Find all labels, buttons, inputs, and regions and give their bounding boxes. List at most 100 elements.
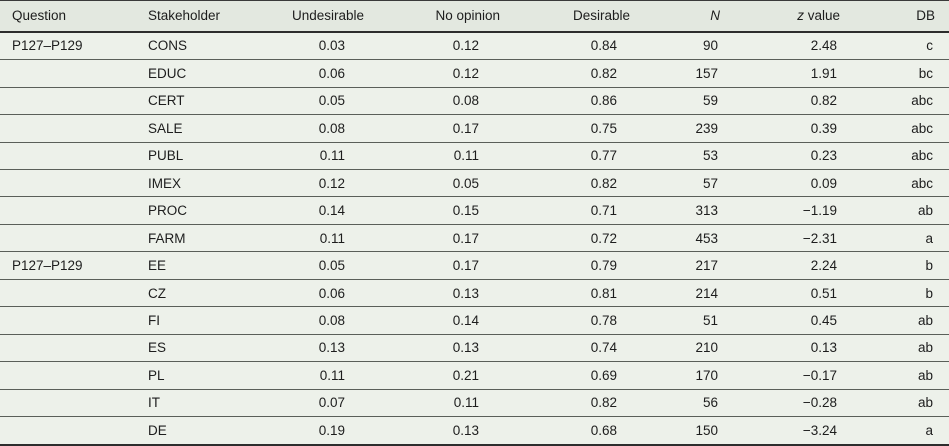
cell-n: 313: [640, 196, 745, 225]
cell-desirable: 0.82: [508, 169, 640, 197]
cell-n: 57: [640, 169, 745, 197]
cell-z-value: −3.24: [745, 416, 860, 445]
cell-question: [0, 278, 136, 307]
cell-undesirable: 0.06: [260, 278, 372, 307]
cell-n: 453: [640, 223, 745, 252]
cell-question: [0, 388, 136, 417]
cell-db: a: [860, 416, 949, 445]
cell-undesirable: 0.07: [260, 388, 372, 417]
cell-question: P127–P129: [12, 38, 83, 54]
cell-db: b: [860, 278, 949, 307]
table-body: P127–P129 CONS 0.03 0.12 0.84 90 2.48 c EDUC 0.06…: [0, 32, 949, 445]
cell-n: 170: [640, 361, 745, 390]
cell-desirable: 0.79: [508, 251, 640, 280]
cell-z-value: 0.13: [745, 333, 860, 362]
cell-n: 210: [640, 333, 745, 362]
cell-db: abc: [860, 141, 949, 170]
table-row: ES 0.13 0.13 0.74 210 0.13 ab: [0, 333, 949, 362]
cell-z-value: −2.31: [745, 223, 860, 252]
cell-n: 150: [640, 416, 745, 445]
cell-desirable: 0.86: [508, 86, 640, 115]
cell-db: a: [860, 223, 949, 252]
table-row: PUBL 0.11 0.11 0.77 53 0.23 abc: [0, 141, 949, 170]
cell-z-value: −0.28: [745, 388, 860, 417]
cell-no-opinion: 0.17: [372, 114, 508, 143]
column-header-stakeholder: Stakeholder: [136, 0, 260, 33]
cell-stakeholder: PROC: [136, 196, 260, 225]
cell-question: [0, 333, 136, 362]
cell-z-value: 1.91: [745, 59, 860, 88]
cell-question: [0, 196, 136, 225]
cell-question: [0, 59, 136, 88]
cell-desirable: 0.71: [508, 196, 640, 225]
cell-question: [0, 141, 136, 170]
cell-n: 217: [640, 251, 745, 280]
table-row: SALE 0.08 0.17 0.75 239 0.39 abc: [0, 114, 949, 143]
cell-stakeholder: DE: [136, 416, 260, 445]
table-row: P127–P129 EE 0.05 0.17 0.79 217 2.24 b: [0, 251, 949, 280]
table-row: P127–P129 CONS 0.03 0.12 0.84 90 2.48 c: [0, 32, 949, 60]
cell-desirable: 0.69: [508, 361, 640, 390]
cell-question: [0, 416, 136, 445]
table-row: CERT 0.05 0.08 0.86 59 0.82 abc: [0, 86, 949, 115]
cell-no-opinion: 0.08: [372, 86, 508, 115]
cell-db: c: [926, 38, 933, 54]
cell-db: abc: [860, 86, 949, 115]
cell-z-value: 0.39: [745, 114, 860, 143]
cell-undesirable: 0.08: [260, 306, 372, 335]
cell-question: [0, 361, 136, 390]
table-row: EDUC 0.06 0.12 0.82 157 1.91 bc: [0, 59, 949, 88]
cell-no-opinion: 0.17: [372, 223, 508, 252]
cell-no-opinion: 0.15: [372, 196, 508, 225]
cell-db: ab: [860, 333, 949, 362]
cell-no-opinion: 0.12: [372, 59, 508, 88]
cell-no-opinion: 0.13: [372, 278, 508, 307]
cell-no-opinion: 0.21: [372, 361, 508, 390]
cell-undesirable: 0.06: [260, 59, 372, 88]
table-row: CZ 0.06 0.13 0.81 214 0.51 b: [0, 278, 949, 307]
cell-question: [0, 306, 136, 335]
cell-undesirable: 0.11: [260, 223, 372, 252]
table-header: Question Stakeholder Undesirable No opin…: [0, 0, 949, 33]
column-header-question: Question: [0, 0, 136, 33]
cell-stakeholder: PUBL: [136, 141, 260, 170]
cell-db: ab: [860, 388, 949, 417]
header-row: Question Stakeholder Undesirable No opin…: [0, 0, 949, 33]
cell-undesirable: 0.19: [260, 416, 372, 445]
cell-stakeholder: CZ: [136, 278, 260, 307]
table-row: IMEX 0.12 0.05 0.82 57 0.09 abc: [0, 169, 949, 197]
cell-n: 56: [640, 388, 745, 417]
column-header-z-value: z value: [745, 0, 860, 33]
cell-no-opinion: 0.12: [452, 38, 479, 54]
cell-question: P127–P129: [0, 251, 136, 280]
cell-desirable: 0.74: [508, 333, 640, 362]
table-row: FI 0.08 0.14 0.78 51 0.45 ab: [0, 306, 949, 335]
cell-db: abc: [860, 114, 949, 143]
cell-n: 59: [640, 86, 745, 115]
cell-z-value: 2.48: [810, 38, 837, 54]
cell-n: 157: [640, 59, 745, 88]
cell-question: [0, 86, 136, 115]
cell-db: ab: [860, 306, 949, 335]
column-header-no-opinion: No opinion: [372, 0, 508, 33]
cell-stakeholder: CERT: [136, 86, 260, 115]
cell-n: 214: [640, 278, 745, 307]
cell-z-value: 0.09: [745, 169, 860, 197]
table-row: DE 0.19 0.13 0.68 150 −3.24 a: [0, 416, 949, 445]
column-header-desirable: Desirable: [508, 0, 640, 33]
cell-no-opinion: 0.14: [372, 306, 508, 335]
cell-undesirable: 0.12: [260, 169, 372, 197]
cell-desirable: 0.78: [508, 306, 640, 335]
cell-db: bc: [860, 59, 949, 88]
cell-undesirable: 0.08: [260, 114, 372, 143]
z-symbol: z: [797, 8, 804, 24]
cell-undesirable: 0.14: [260, 196, 372, 225]
cell-undesirable: 0.05: [260, 86, 372, 115]
cell-desirable: 0.81: [508, 278, 640, 307]
cell-z-value: 0.51: [745, 278, 860, 307]
cell-db: ab: [860, 196, 949, 225]
cell-n: 239: [640, 114, 745, 143]
cell-undesirable: 0.11: [260, 361, 372, 390]
cell-stakeholder: EE: [136, 251, 260, 280]
